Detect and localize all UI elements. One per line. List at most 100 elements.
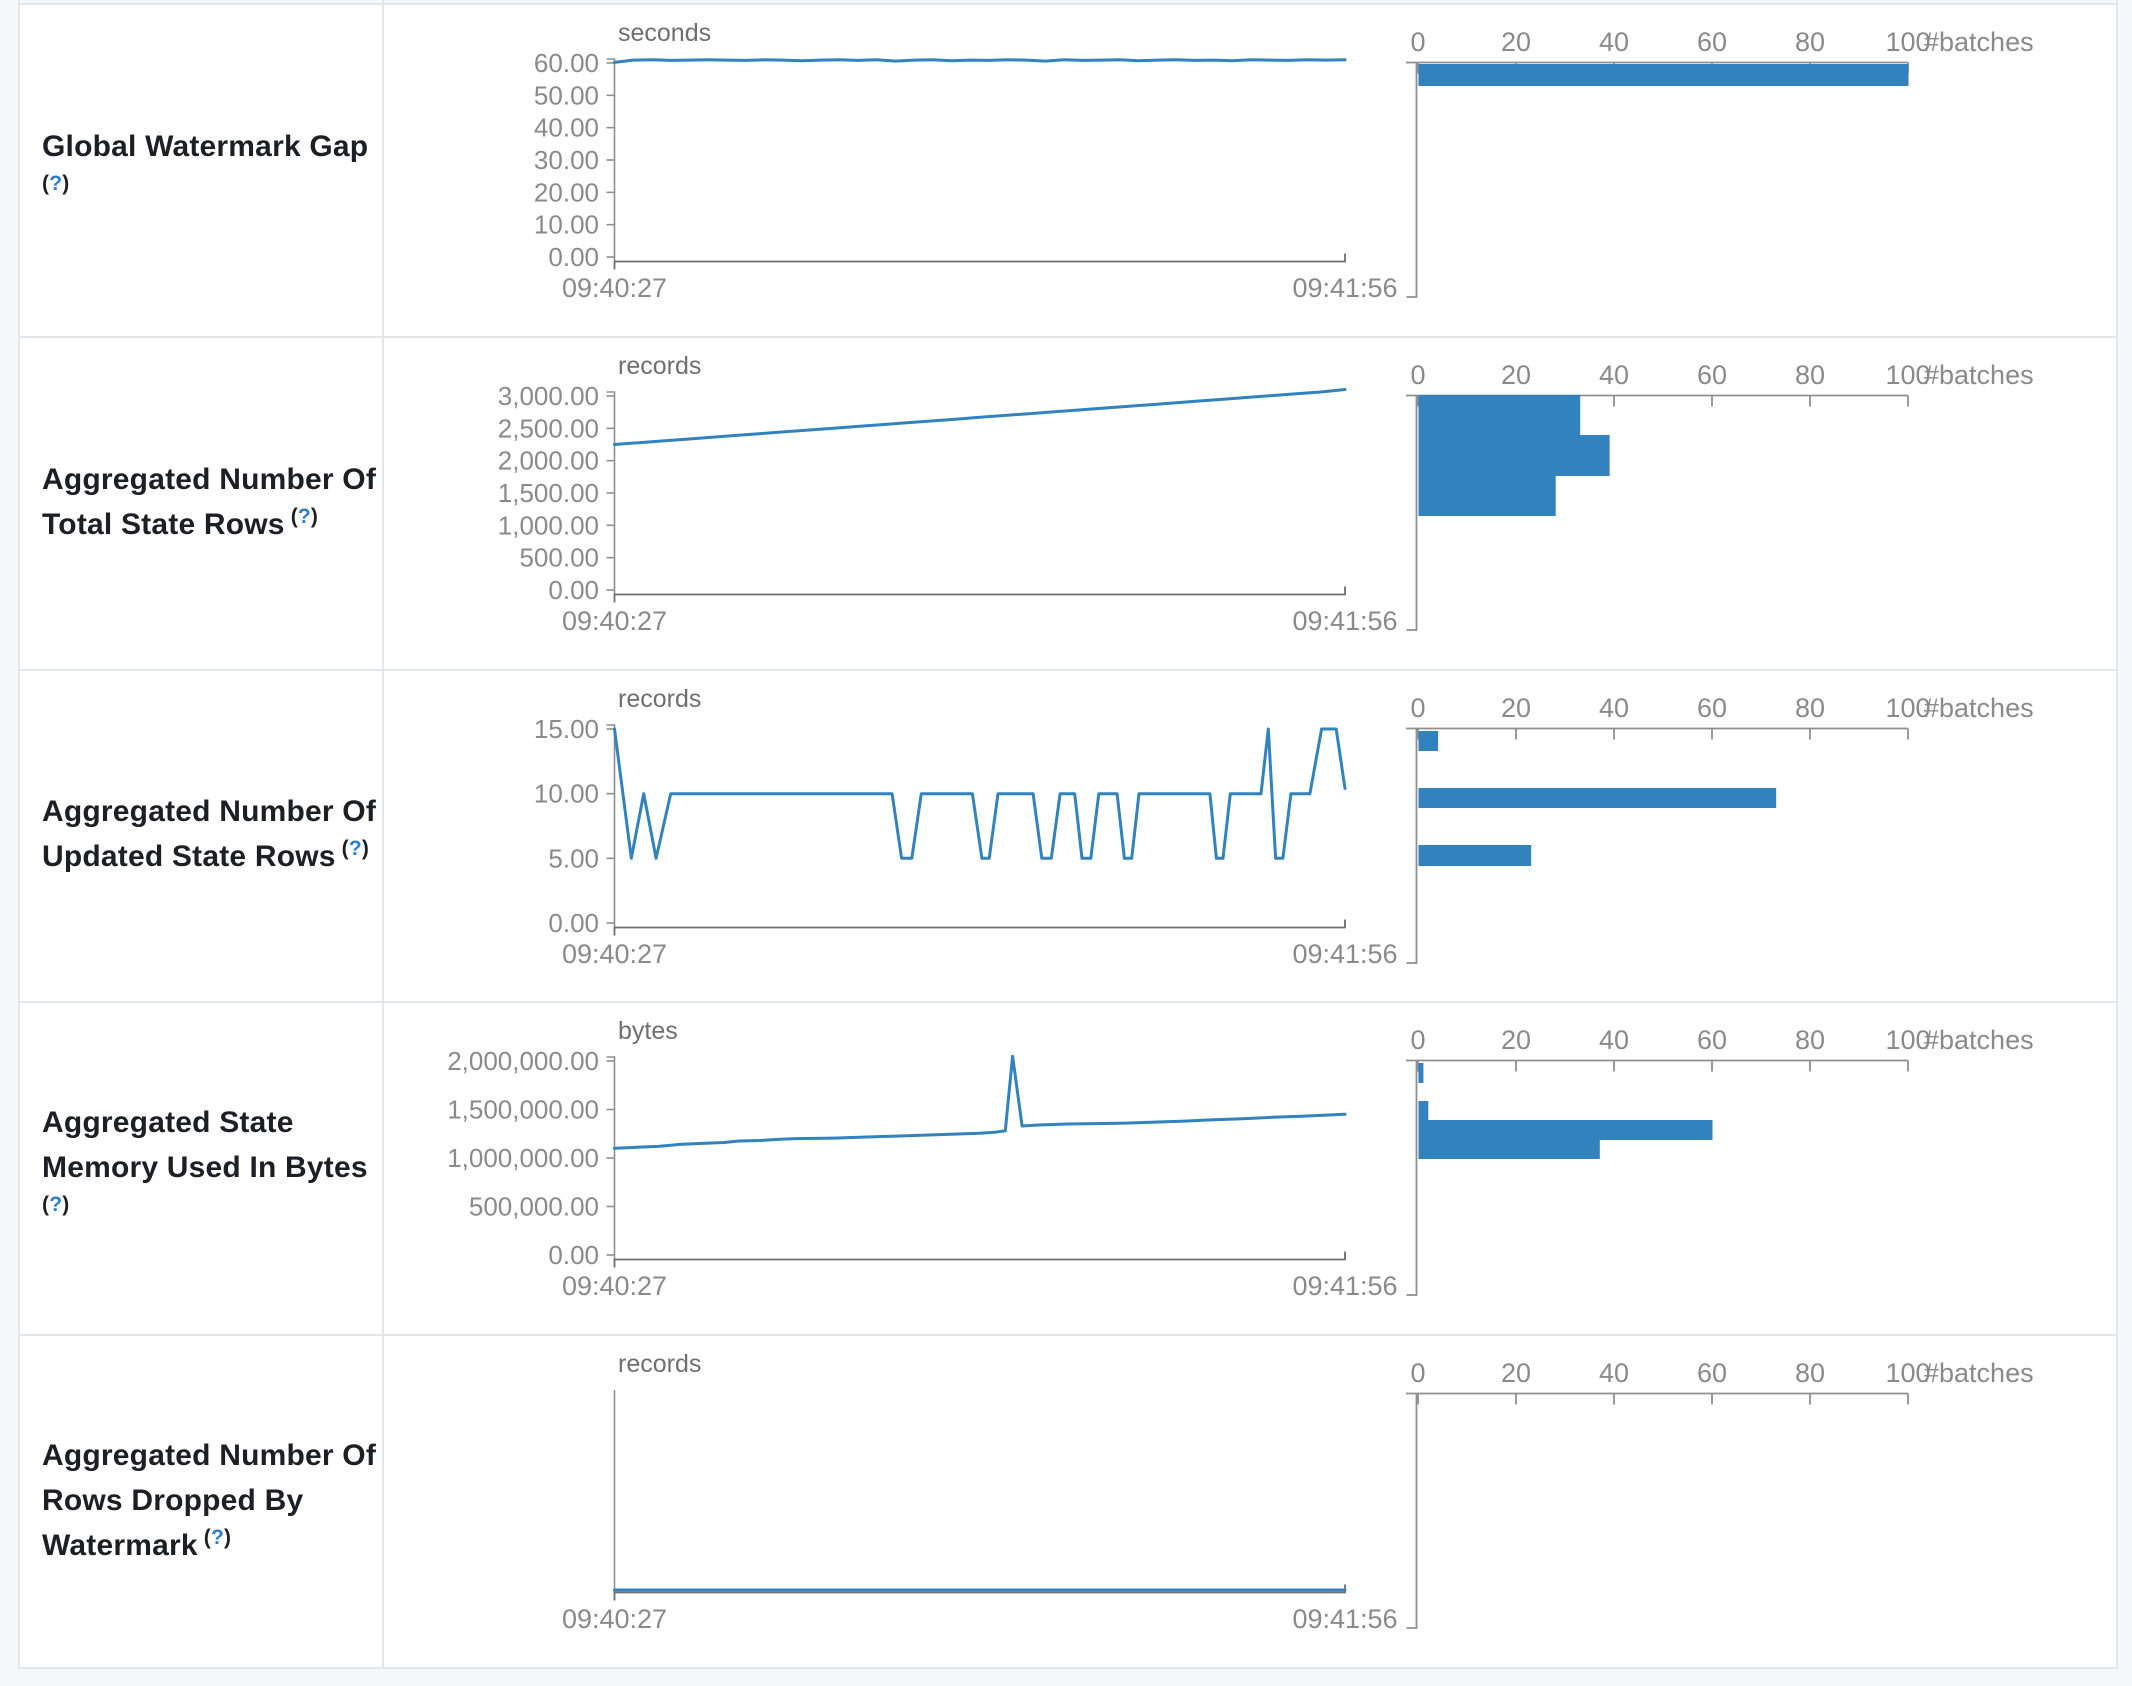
row-charts: records 09:40:27 09:41:56 0 20 40 60 80 100#batc… [562, 1350, 2034, 1634]
help-link[interactable]: (?) [42, 1192, 70, 1216]
chart-cell: records 3,000.00 2,500.00 2,000.00 1,500.00 1… [384, 338, 2116, 669]
metric-row: Aggregated Number Of Total State Rows (?) r… [20, 337, 2116, 671]
metric-label: Aggregated State Memory Used In Bytes (?) [20, 1003, 384, 1335]
chart-cell: bytes 2,000,000.00 1,500,000.00 1,000,000.0… [384, 1003, 2116, 1334]
y-tick-label: 60.00 [534, 48, 599, 78]
histogram-tick-label: 100 [1885, 1025, 1930, 1055]
help-link[interactable]: (?) [203, 1525, 232, 1549]
y-tick-label: 15.00 [534, 714, 599, 744]
metric-label-line: Watermark (?) [42, 1525, 232, 1562]
histogram-bar [1418, 1140, 1600, 1160]
histogram-tick-label: 80 [1795, 1358, 1825, 1388]
histogram-tick-label: 60 [1697, 360, 1727, 390]
histogram-y-axis [1406, 62, 1418, 298]
x-tick-label-end: 09:41:56 [1292, 1271, 1397, 1301]
x-tick-label-end: 09:41:56 [1292, 1604, 1397, 1634]
help-question-mark[interactable]: ? [348, 837, 362, 861]
histogram-chart: 0 20 40 60 80 100#batches [1406, 693, 2034, 964]
histogram-tick-label: 100 [1885, 1358, 1930, 1388]
table-border-sliver [18, 0, 20, 3]
histogram-tick-label: 20 [1501, 360, 1531, 390]
y-tick-label: 2,000,000.00 [447, 1046, 599, 1076]
metric-row: Aggregated Number Of Updated State Rows (?… [20, 670, 2116, 1004]
histogram-tick-label: 60 [1697, 693, 1727, 723]
help-question-mark[interactable]: ? [297, 504, 311, 528]
metric-label-line: Updated State Rows (?) [42, 837, 370, 874]
y-tick-label: 5.00 [548, 843, 599, 873]
metric-label-line: Memory Used In Bytes [42, 1150, 368, 1184]
y-tick-label: 1,500.00 [498, 478, 599, 508]
y-axis [606, 390, 616, 595]
histogram-chart: 0 20 40 60 80 100#batches [1406, 360, 2034, 631]
histogram-tick-label: 0 [1410, 1358, 1425, 1388]
histogram-tick-label: 40 [1599, 1358, 1629, 1388]
histogram-bar [1418, 1120, 1713, 1141]
y-tick-label: 0.00 [548, 242, 599, 272]
metric-row: Aggregated Number Of Rows Dropped By Water… [20, 1336, 2116, 1667]
metric-label-line: Aggregated State [42, 1105, 294, 1139]
timeline-chart: bytes 2,000,000.00 1,500,000.00 1,000,000.0… [447, 1017, 1397, 1301]
histogram-chart: 0 20 40 60 80 100#batches [1406, 27, 2034, 298]
histogram-unit-label: #batches [1924, 1358, 2034, 1388]
help-question-mark[interactable]: ? [49, 1192, 63, 1216]
row-charts: records3,000.002,500.002,000.001,500.001… [498, 352, 2034, 636]
metric-label: Aggregated Number Of Total State Rows (?) [20, 337, 384, 669]
x-tick-label-end: 09:41:56 [1292, 606, 1397, 636]
streaming-statistics-table: Global Watermark Gap (?) seconds 60.00 50.00… [18, 3, 2118, 1669]
y-tick-label: 1,500,000.00 [447, 1095, 599, 1125]
y-tick-label: 1,000.00 [498, 510, 599, 540]
help-question-mark[interactable]: ? [49, 171, 63, 195]
y-axis [606, 58, 616, 262]
help-link[interactable]: (?) [341, 837, 370, 861]
help-link[interactable]: (?) [290, 504, 319, 528]
chart-cell: records 09:40:27 09:41:56 0 20 40 60 80 100 #batc… [384, 1336, 2116, 1667]
histogram-bar [1418, 1101, 1429, 1121]
y-axis [606, 723, 616, 928]
y-tick-label: 0.00 [548, 575, 599, 605]
histogram-chart: 0 20 40 60 80 100#batches [1406, 1025, 2034, 1297]
x-tick-label-start: 09:40:27 [562, 1271, 667, 1301]
help-question-mark[interactable]: ? [210, 1525, 224, 1549]
y-tick-label: 10.00 [534, 210, 599, 240]
x-tick-label-start: 09:40:27 [562, 273, 667, 303]
y-tick-label: 500,000.00 [469, 1192, 599, 1222]
x-tick-label-start: 09:40:27 [562, 606, 667, 636]
row-charts: bytes 2,000,000.00 1,500,000.00 1,000,000.0… [447, 1017, 2034, 1301]
x-tick-label-start: 09:40:27 [562, 1604, 667, 1634]
histogram-bar [1418, 730, 1439, 751]
histogram-unit-label: #batches [1924, 360, 2034, 390]
histogram-tick-label: 40 [1599, 1025, 1629, 1055]
histogram-tick-label: 40 [1599, 360, 1629, 390]
histogram-bar [1418, 787, 1777, 808]
histogram-y-axis [1406, 395, 1418, 631]
histogram-tick-label: 0 [1410, 27, 1425, 57]
chart-cell: records 15.00 10.00 5.00 0.00 09:40:27 09:41:5… [384, 671, 2116, 1002]
unit-label: seconds [618, 19, 711, 47]
y-tick-label: 30.00 [534, 145, 599, 175]
histogram-tick-label: 80 [1795, 27, 1825, 57]
timeline-chart: seconds 60.0050.0040.0030.0020.0010.000.0… [534, 19, 1398, 303]
histogram-tick-label: 100 [1885, 360, 1930, 390]
x-axis [613, 919, 1346, 936]
histogram-tick-label: 60 [1697, 1358, 1727, 1388]
histogram-tick-label: 80 [1795, 1025, 1825, 1055]
help-link[interactable]: (?) [42, 171, 70, 195]
x-tick-label-start: 09:40:27 [562, 939, 667, 969]
unit-label: records [618, 1350, 701, 1378]
histogram-tick-label: 100 [1885, 27, 1930, 57]
y-tick-label: 1,000,000.00 [447, 1143, 599, 1173]
y-tick-label: 0.00 [548, 1240, 599, 1270]
histogram-tick-label: 0 [1410, 360, 1425, 390]
metric-label-line: Total State Rows (?) [42, 504, 319, 541]
x-axis [613, 1584, 1346, 1601]
histogram-tick-label: 80 [1795, 693, 1825, 723]
histogram-tick-label: 60 [1697, 27, 1727, 57]
histogram-tick-label: 80 [1795, 360, 1825, 390]
histogram-bar [1418, 64, 1909, 86]
unit-label: bytes [618, 1017, 678, 1045]
histogram-y-axis [1406, 728, 1418, 964]
x-axis [613, 586, 1346, 603]
x-axis [613, 1251, 1346, 1268]
histogram-y-axis [1406, 1393, 1418, 1630]
